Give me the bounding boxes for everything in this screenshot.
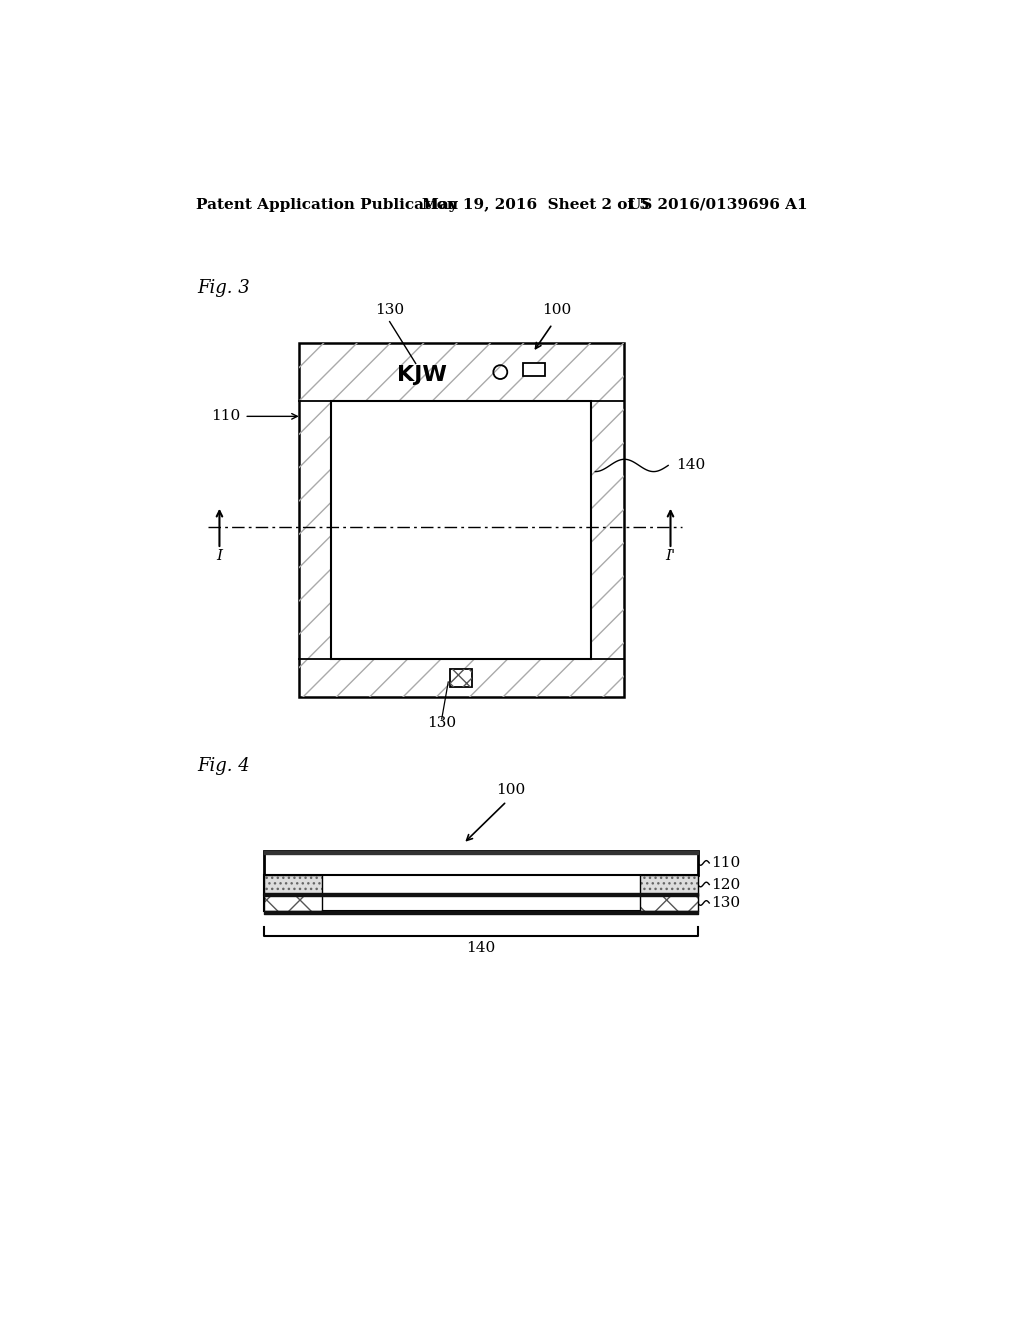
Bar — [640, 874, 697, 895]
Bar — [640, 874, 697, 895]
Text: KJW: KJW — [397, 364, 447, 385]
Text: May 19, 2016  Sheet 2 of 5: May 19, 2016 Sheet 2 of 5 — [423, 198, 650, 211]
Text: 130: 130 — [711, 896, 740, 909]
Bar — [263, 874, 322, 895]
Bar — [263, 874, 322, 895]
Bar — [299, 343, 624, 697]
Text: 130: 130 — [375, 304, 404, 317]
Bar — [263, 851, 697, 874]
Text: I': I' — [666, 549, 676, 564]
Text: 140: 140 — [676, 458, 706, 473]
Bar — [299, 343, 624, 697]
Bar — [451, 669, 472, 688]
Bar — [263, 874, 697, 895]
Text: I: I — [216, 549, 222, 564]
Text: 130: 130 — [427, 715, 457, 730]
Text: 110: 110 — [211, 409, 241, 424]
Text: 100: 100 — [542, 304, 571, 317]
Text: Fig. 4: Fig. 4 — [198, 756, 251, 775]
Bar — [640, 895, 697, 911]
Bar — [640, 895, 697, 911]
Text: 120: 120 — [711, 878, 740, 891]
Text: 110: 110 — [711, 855, 740, 870]
Bar — [263, 895, 697, 911]
Text: 100: 100 — [496, 783, 525, 797]
Bar — [523, 363, 545, 376]
Text: 140: 140 — [466, 940, 496, 954]
Bar — [263, 895, 322, 911]
Bar — [263, 895, 322, 911]
Bar — [451, 669, 472, 688]
Text: Fig. 3: Fig. 3 — [198, 279, 251, 297]
Bar — [331, 401, 592, 659]
Text: Patent Application Publication: Patent Application Publication — [197, 198, 458, 211]
Text: US 2016/0139696 A1: US 2016/0139696 A1 — [628, 198, 808, 211]
